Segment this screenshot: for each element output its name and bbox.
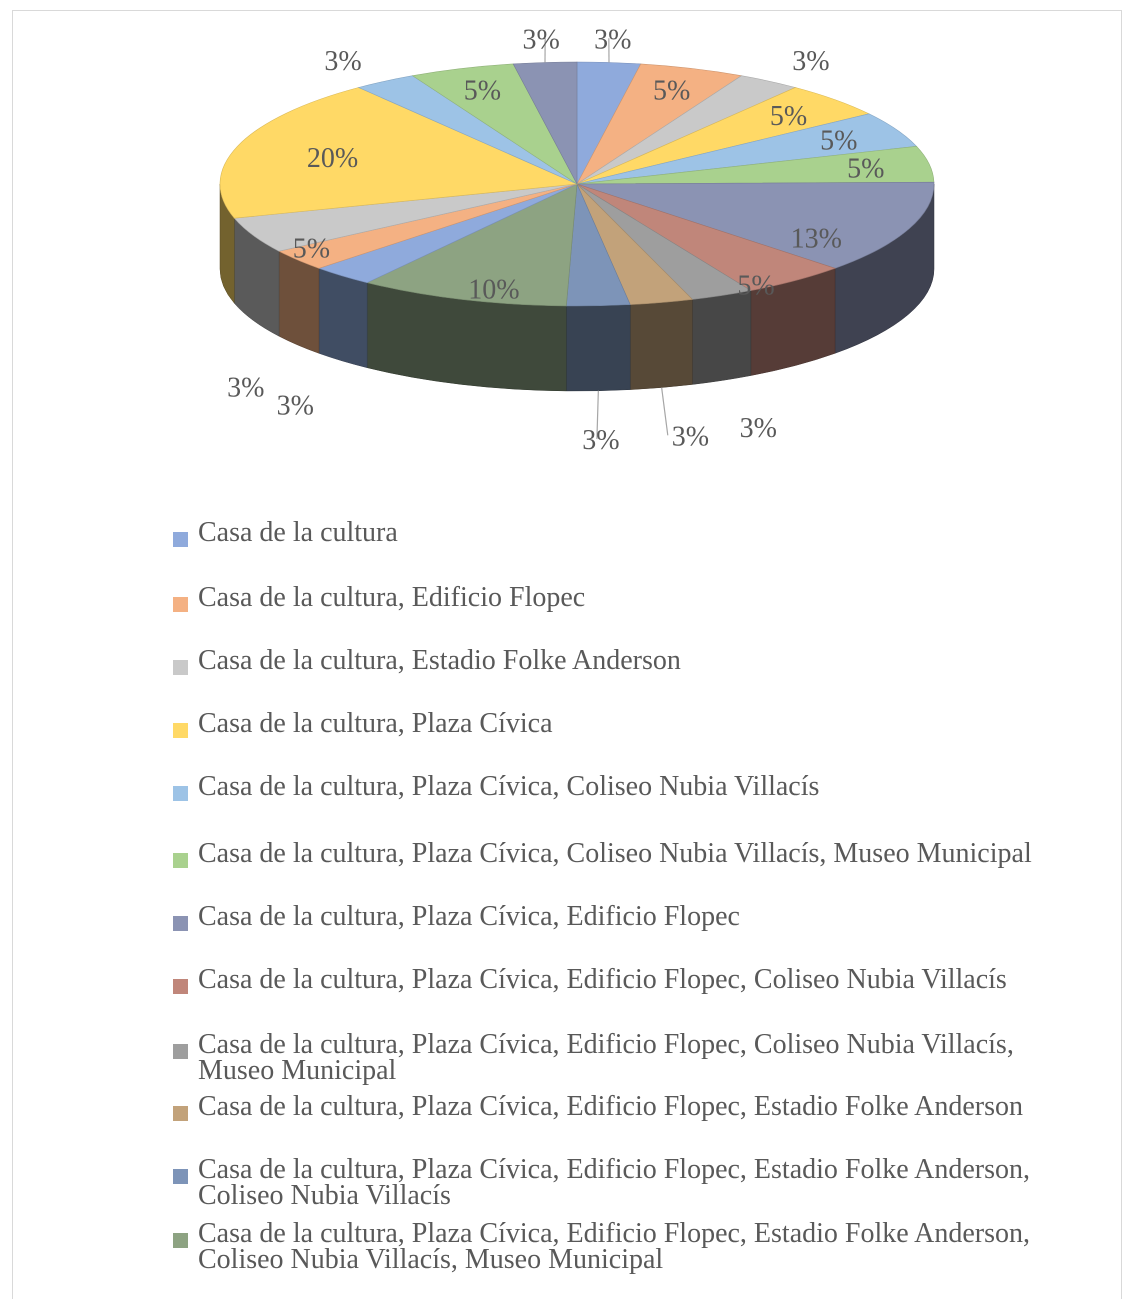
legend-label: Casa de la cultura, Plaza Cívica, Edific… <box>198 1157 1038 1209</box>
slice-label-2: 3% <box>792 46 829 77</box>
slice-label-5: 5% <box>847 154 884 185</box>
legend-label: Casa de la cultura, Plaza Cívica, Edific… <box>198 1221 1038 1273</box>
legend-swatch <box>173 1169 188 1184</box>
slice-label-13: 3% <box>227 372 264 403</box>
pie-wall-13 <box>279 251 319 353</box>
pie-wall-8 <box>692 291 750 385</box>
slice-label-4: 5% <box>820 125 857 156</box>
legend-label: Casa de la cultura, Plaza Cívica, Edific… <box>198 1032 1038 1084</box>
leader-line-9 <box>662 388 668 436</box>
legend-swatch <box>173 660 188 675</box>
slice-label-14: 5% <box>293 233 330 264</box>
legend-label: Casa de la cultura, Plaza Cívica, Edific… <box>198 1094 1038 1120</box>
slice-label-10: 3% <box>582 425 619 456</box>
legend-swatch <box>173 979 188 994</box>
slice-label-11: 10% <box>468 274 519 305</box>
slice-label-12: 3% <box>277 391 314 422</box>
pie-top <box>220 62 934 306</box>
legend-swatch <box>173 786 188 801</box>
legend-label: Casa de la cultura, Plaza Cívica, Colise… <box>198 774 1038 800</box>
legend-label: Casa de la cultura, Plaza Cívica, Colise… <box>198 841 1038 867</box>
pie-wall-10 <box>566 305 630 391</box>
slice-label-0: 3% <box>594 24 631 55</box>
legend-swatch <box>173 597 188 612</box>
slice-label-17: 5% <box>464 75 501 106</box>
legend-label: Casa de la cultura, Edificio Flopec <box>198 585 1038 611</box>
chart-area: 3%5%3%5%5%5%13%5%3%3%3%10%3%3%5%20%3%5%3… <box>12 10 1122 1299</box>
slice-label-18: 3% <box>522 24 559 55</box>
legend-label: Casa de la cultura, Plaza Cívica, Edific… <box>198 967 1038 993</box>
slice-label-15: 20% <box>307 143 358 174</box>
legend-label: Casa de la cultura, Estadio Folke Anders… <box>198 648 1038 674</box>
legend-swatch <box>173 1044 188 1059</box>
legend-label: Casa de la cultura <box>198 520 1038 546</box>
legend-swatch <box>173 532 188 547</box>
legend-label: Casa de la cultura, Plaza Cívica, Edific… <box>198 904 1038 930</box>
slice-label-16: 3% <box>324 46 361 77</box>
legend-swatch <box>173 723 188 738</box>
slice-label-7: 5% <box>737 270 774 301</box>
legend-label: Casa de la cultura, Plaza Cívica <box>198 711 1038 737</box>
legend-swatch <box>173 1106 188 1121</box>
legend-swatch <box>173 853 188 868</box>
legend-swatch <box>173 1233 188 1248</box>
legend-swatch <box>173 916 188 931</box>
slice-label-8: 3% <box>740 413 777 444</box>
pie-wall-9 <box>630 299 692 389</box>
slice-label-3: 5% <box>770 101 807 132</box>
slice-label-6: 13% <box>791 223 842 254</box>
slice-label-9: 3% <box>672 421 709 452</box>
pie-wall-12 <box>319 268 367 367</box>
slice-label-1: 5% <box>653 75 690 106</box>
